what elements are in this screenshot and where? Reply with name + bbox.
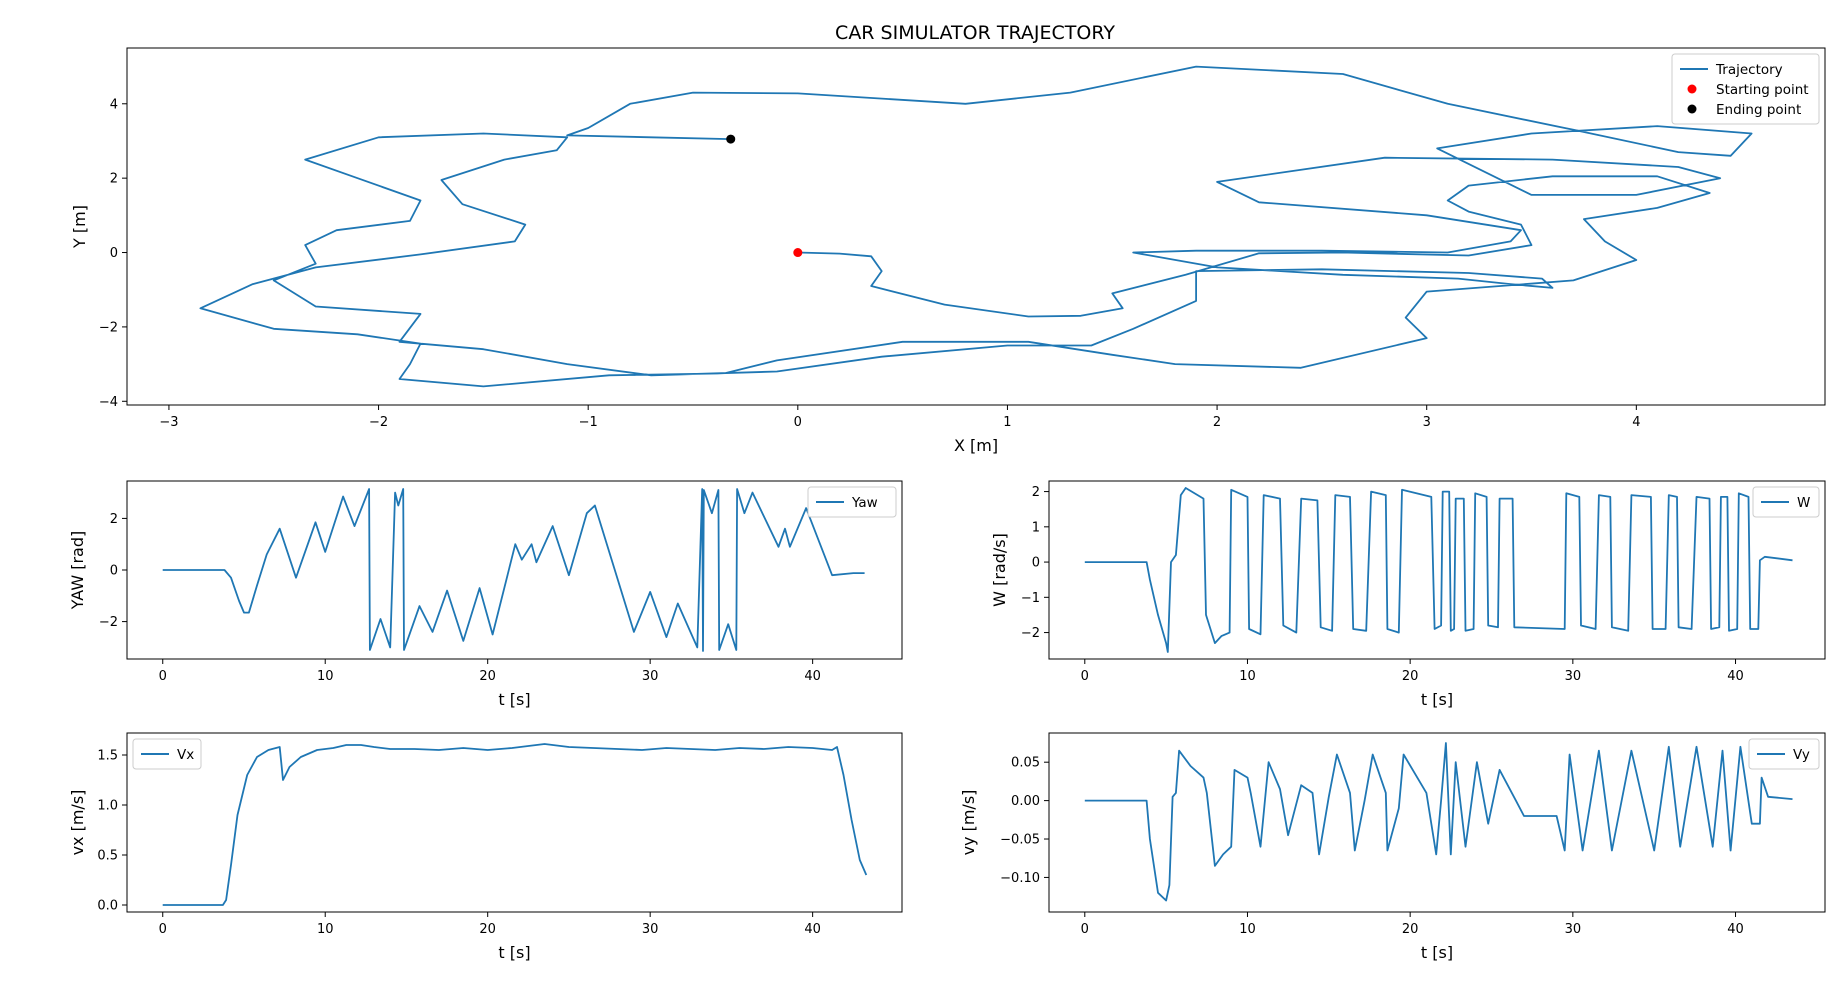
starting-point-legend-marker (1687, 84, 1697, 94)
y-tick-label: −4 (99, 395, 118, 410)
vy-series-line (1084, 742, 1793, 902)
trajectory-axes-frame (126, 47, 1826, 406)
w-axes-frame (1048, 480, 1826, 660)
x-tick-label: 20 (479, 922, 496, 937)
x-tick-label: 20 (1402, 669, 1419, 684)
y-tick-label: 0.0 (97, 899, 118, 914)
x-tick-label: 30 (642, 922, 659, 937)
x-tick-label: 40 (804, 669, 821, 684)
yaw-axes-frame (126, 480, 903, 660)
trajectory-y-axis-label: Y [m] (70, 205, 89, 249)
vy-axes-frame (1048, 732, 1826, 913)
y-tick-label: 0 (1032, 556, 1040, 571)
y-tick-label: 1.0 (97, 799, 118, 814)
y-tick-label: −2 (99, 320, 118, 335)
w-legend: W (1752, 486, 1820, 518)
x-tick-label: 20 (479, 669, 496, 684)
y-tick-label: −0.10 (1000, 871, 1040, 886)
w-panel: 0 10 20 30 40 −2 −1 0 1 2 t [s] W [rad/s] W (990, 480, 1826, 709)
x-tick-label: 30 (1565, 669, 1582, 684)
trajectory-panel: −3 −2 −1 0 1 2 3 4 −4 −2 0 2 4 X [m] Y [m] Trajectory St… (70, 47, 1826, 455)
yaw-x-axis-label: t [s] (498, 690, 530, 709)
y-tick-label: −0.05 (1000, 833, 1040, 848)
starting-point-marker (793, 248, 803, 258)
legend-label: Yaw (851, 495, 878, 511)
yaw-y-axis-label: YAW [rad] (68, 531, 87, 611)
x-tick-label: 0 (1081, 922, 1089, 937)
x-tick-label: 0 (1081, 669, 1089, 684)
y-tick-label: −2 (99, 615, 118, 630)
legend-label: Vx (177, 747, 194, 763)
x-tick-label: 40 (1727, 669, 1744, 684)
y-tick-label: 0 (110, 564, 118, 579)
x-tick-label: 40 (1727, 922, 1744, 937)
x-tick-label: 0 (794, 415, 802, 430)
y-tick-label: 0.5 (97, 849, 118, 864)
x-tick-label: 4 (1632, 415, 1640, 430)
w-y-axis-label: W [rad/s] (990, 533, 1009, 607)
legend-box (1671, 53, 1820, 125)
y-tick-label: 0 (110, 246, 118, 261)
legend-label: Ending point (1716, 102, 1801, 118)
figure-title: CAR SIMULATOR TRAJECTORY (835, 22, 1115, 44)
x-tick-label: 10 (1239, 669, 1256, 684)
vx-x-axis-label: t [s] (498, 943, 530, 962)
vx-panel: 0 10 20 30 40 0.0 0.5 1.0 1.5 t [s] vx [m/s] Vx (68, 732, 903, 962)
trajectory-legend: Trajectory Starting point Ending point (1671, 53, 1820, 125)
x-tick-label: 3 (1423, 415, 1431, 430)
yaw-series-line (162, 488, 865, 652)
x-tick-label: 2 (1213, 415, 1221, 430)
y-tick-label: −1 (1021, 591, 1040, 606)
y-tick-label: 2 (1032, 485, 1040, 500)
legend-box (807, 486, 897, 518)
x-tick-label: 10 (317, 669, 334, 684)
x-tick-label: 0 (159, 922, 167, 937)
y-tick-label: 1.5 (97, 749, 118, 764)
trajectory-series-line (199, 65, 1753, 388)
y-tick-label: 0.05 (1011, 756, 1040, 771)
vy-y-axis-label: vy [m/s] (959, 790, 978, 856)
x-tick-label: 30 (642, 669, 659, 684)
y-tick-label: 0.00 (1011, 794, 1040, 809)
vy-legend: Vy (1748, 738, 1820, 770)
x-tick-label: 10 (317, 922, 334, 937)
ending-point-legend-marker (1687, 104, 1697, 114)
x-tick-label: 0 (159, 669, 167, 684)
y-tick-label: 2 (110, 512, 118, 527)
vx-axes-frame (126, 732, 903, 913)
x-tick-label: −2 (369, 415, 388, 430)
legend-label: Starting point (1716, 82, 1809, 98)
w-series-line (1084, 487, 1793, 653)
legend-label: Trajectory (1715, 62, 1783, 78)
legend-label: W (1797, 495, 1810, 511)
x-tick-label: 10 (1239, 922, 1256, 937)
x-tick-label: 20 (1402, 922, 1419, 937)
y-tick-label: 4 (110, 97, 118, 112)
ending-point-marker (726, 134, 736, 144)
x-tick-label: −1 (579, 415, 598, 430)
vx-legend: Vx (132, 738, 202, 770)
vy-x-axis-label: t [s] (1421, 943, 1453, 962)
trajectory-x-axis-label: X [m] (954, 436, 998, 455)
yaw-panel: 0 10 20 30 40 −2 0 2 t [s] YAW [rad] Yaw (68, 480, 903, 709)
vx-y-axis-label: vx [m/s] (68, 790, 87, 856)
y-tick-label: 1 (1032, 520, 1040, 535)
vx-series-line (162, 743, 868, 906)
yaw-legend: Yaw (807, 486, 897, 518)
w-x-axis-label: t [s] (1421, 690, 1453, 709)
y-tick-label: 2 (110, 172, 118, 187)
x-tick-label: −3 (159, 415, 178, 430)
legend-label: Vy (1793, 747, 1810, 763)
y-tick-label: −2 (1021, 626, 1040, 641)
vy-panel: 0 10 20 30 40 −0.10 −0.05 0.00 0.05 t [s] vy [m/s]… (959, 732, 1826, 962)
x-tick-label: 40 (804, 922, 821, 937)
x-tick-label: 30 (1565, 922, 1582, 937)
x-tick-label: 1 (1003, 415, 1011, 430)
